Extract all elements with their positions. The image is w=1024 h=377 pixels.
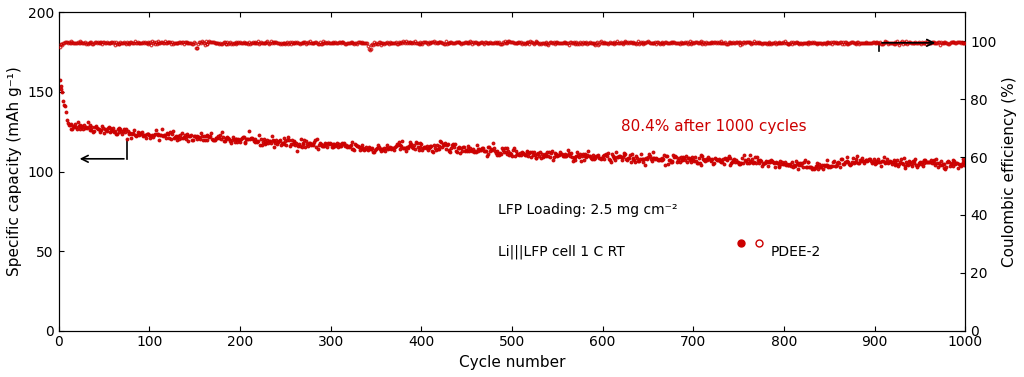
Text: LFP Loading: 2.5 mg cm⁻²: LFP Loading: 2.5 mg cm⁻² [499,203,678,218]
Y-axis label: Specific capacity (mAh g⁻¹): Specific capacity (mAh g⁻¹) [7,67,22,276]
Text: PDEE-2: PDEE-2 [770,245,820,259]
Text: 80.4% after 1000 cycles: 80.4% after 1000 cycles [621,120,807,135]
Y-axis label: Coulombic efficiency (%): Coulombic efficiency (%) [1002,76,1017,267]
Text: Li|||LFP cell 1 C RT: Li|||LFP cell 1 C RT [499,245,626,259]
X-axis label: Cycle number: Cycle number [459,355,565,370]
